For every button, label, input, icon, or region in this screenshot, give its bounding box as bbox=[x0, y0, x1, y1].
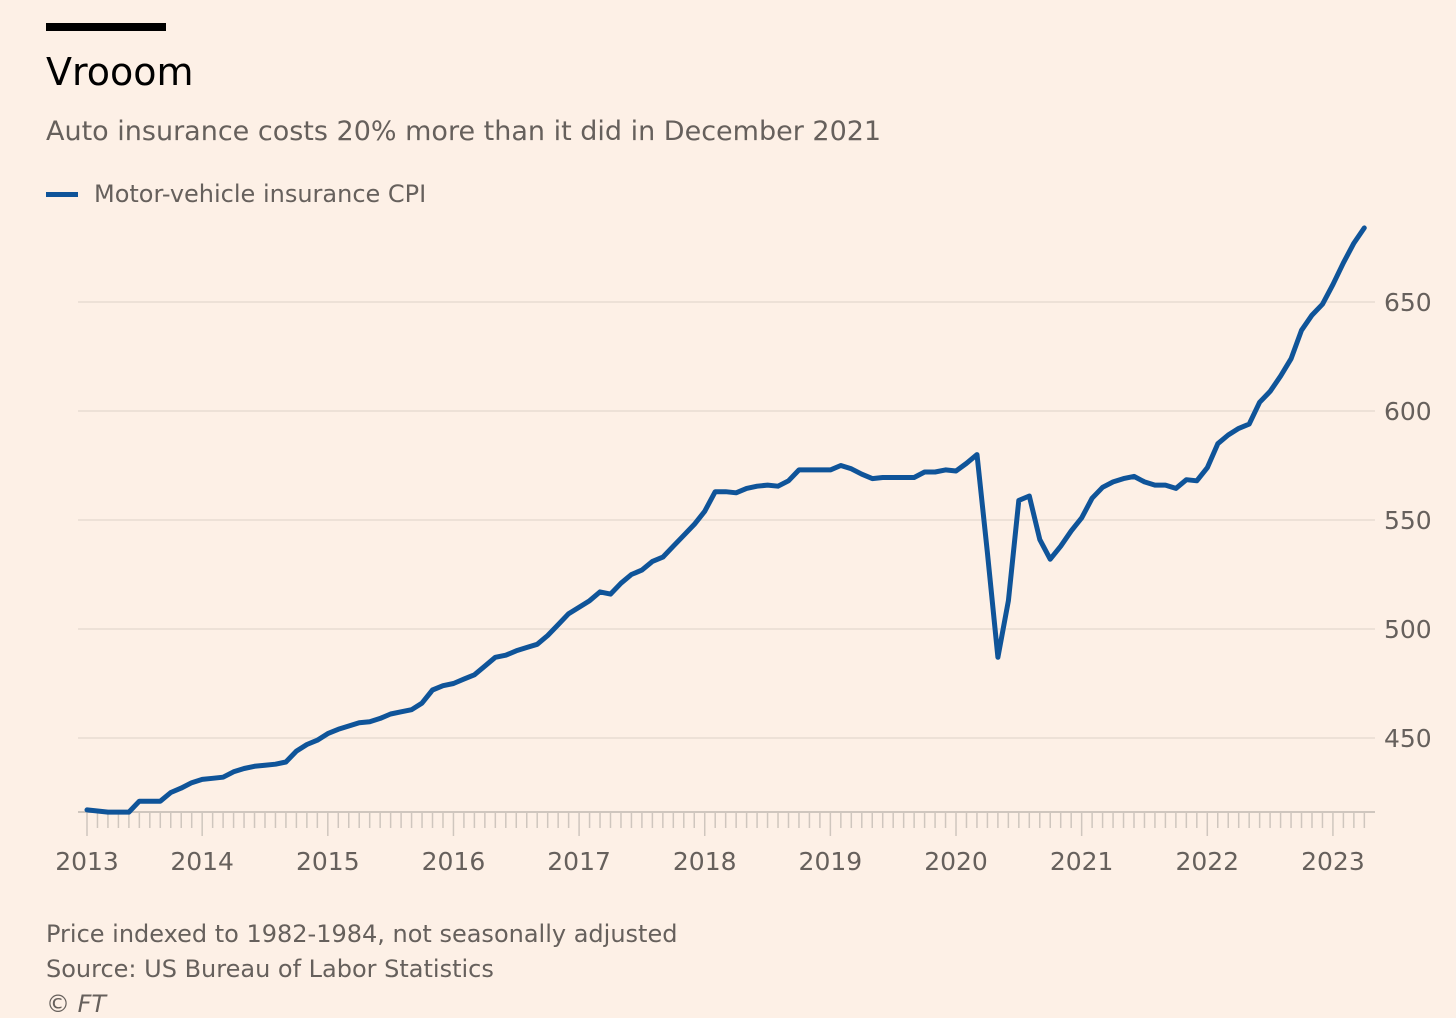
x-tick-label: 2022 bbox=[1175, 847, 1239, 876]
x-tick-label: 2018 bbox=[673, 847, 737, 876]
y-tick-label: 650 bbox=[1384, 288, 1432, 317]
series-line-motor-vehicle-insurance-cpi bbox=[84, 225, 1367, 815]
x-tick-label: 2015 bbox=[296, 847, 360, 876]
legend-swatch bbox=[46, 191, 78, 197]
title-accent-bar bbox=[46, 23, 166, 31]
y-tick-label: 500 bbox=[1384, 615, 1432, 644]
copyright: © FT bbox=[46, 990, 107, 1018]
y-tick-label: 600 bbox=[1384, 397, 1432, 426]
x-tick-label: 2021 bbox=[1050, 847, 1114, 876]
x-tick-label: 2013 bbox=[55, 847, 119, 876]
y-tick-label: 550 bbox=[1384, 506, 1432, 535]
footnote: Price indexed to 1982-1984, not seasonal… bbox=[46, 920, 678, 948]
legend: Motor-vehicle insurance CPI bbox=[46, 180, 426, 208]
x-tick-label: 2017 bbox=[547, 847, 611, 876]
source-note: Source: US Bureau of Labor Statistics bbox=[46, 955, 494, 983]
legend-label: Motor-vehicle insurance CPI bbox=[94, 180, 427, 208]
x-tick-label: 2016 bbox=[422, 847, 486, 876]
x-tick-label: 2023 bbox=[1301, 847, 1365, 876]
y-tick-label: 450 bbox=[1384, 724, 1432, 753]
chart-title: Vrooom bbox=[46, 50, 194, 94]
x-tick-label: 2019 bbox=[799, 847, 863, 876]
x-tick-label: 2014 bbox=[170, 847, 234, 876]
chart-subtitle: Auto insurance costs 20% more than it di… bbox=[46, 116, 882, 147]
x-tick-label: 2020 bbox=[924, 847, 988, 876]
